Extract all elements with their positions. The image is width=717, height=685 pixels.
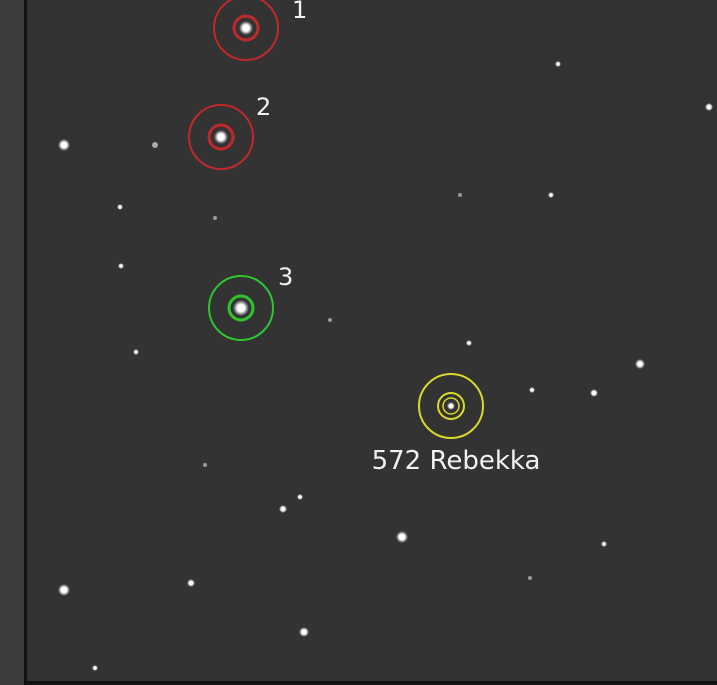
- star: [705, 103, 713, 111]
- aperture-ring: [213, 0, 279, 61]
- star: [133, 349, 139, 355]
- star: [297, 494, 303, 500]
- star: [601, 541, 607, 547]
- star: [466, 340, 472, 346]
- asteroid-marker: [418, 373, 484, 439]
- star: [92, 665, 98, 671]
- aperture-ring: [208, 275, 274, 341]
- star: [118, 263, 124, 269]
- reference-star-2-marker: [188, 104, 254, 170]
- aperture-core-ring: [442, 397, 460, 415]
- aperture-ring: [418, 373, 484, 439]
- star: [528, 576, 532, 580]
- star: [328, 318, 332, 322]
- bottom-divider: [27, 681, 717, 685]
- star-label: 2: [256, 93, 271, 121]
- star: [213, 216, 217, 220]
- stars: [58, 61, 713, 671]
- star: [529, 387, 535, 393]
- star: [214, 130, 228, 144]
- aperture-inner-ring: [437, 392, 465, 420]
- star-label: 3: [278, 263, 293, 291]
- left-panel-edge: [0, 0, 24, 685]
- star: [58, 139, 70, 151]
- star: [117, 204, 123, 210]
- aperture-inner-ring: [232, 14, 260, 42]
- star: [555, 61, 561, 67]
- star: [279, 505, 287, 513]
- star-label: 1: [292, 0, 307, 24]
- star: [590, 389, 598, 397]
- star: [299, 627, 309, 637]
- reference-star-1-marker: [213, 0, 279, 61]
- star: [187, 579, 195, 587]
- aperture-inner-ring: [227, 294, 255, 322]
- star: [239, 21, 253, 35]
- panel-divider: [24, 0, 27, 685]
- asteroid-label: 572 Rebekka: [372, 446, 541, 476]
- star: [233, 300, 249, 316]
- aperture-inner-ring: [207, 123, 235, 151]
- aperture-ring: [188, 104, 254, 170]
- reference-star-3-marker: [208, 275, 274, 341]
- star: [396, 531, 408, 543]
- star: [548, 192, 554, 198]
- star: [635, 359, 645, 369]
- star: [58, 584, 70, 596]
- star: [458, 193, 462, 197]
- asteroid: [447, 402, 455, 410]
- star: [203, 463, 207, 467]
- star: [152, 142, 158, 148]
